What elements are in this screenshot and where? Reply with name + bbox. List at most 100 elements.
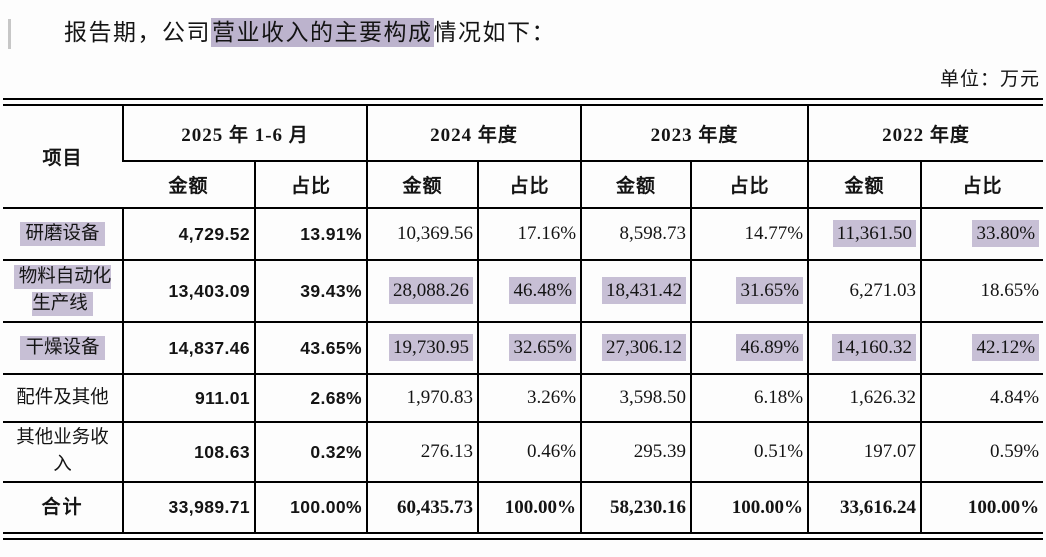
ratio-cell: 46.48% [477, 260, 582, 322]
ratio-cell: 32.65% [477, 322, 582, 374]
table-row: 物料自动化生产线 13,403.09 39.43% 28,088.26 46.48% 18… [3, 260, 1044, 322]
page-title: 报告期，公司营业收入的主要构成情况如下： [64, 13, 1046, 47]
ratio-cell: 14.77% [690, 208, 809, 260]
amount-cell: 4,729.52 [122, 208, 255, 260]
sub-header-1-amount: 金额 [366, 161, 479, 208]
amount-cell: 33,616.24 [807, 482, 922, 532]
highlighted-value: 28,088.26 [389, 277, 474, 304]
row-label: 合计 [41, 496, 84, 518]
table-row: 研磨设备 4,729.52 13.91% 10,369.56 17.16% 8,598.7… [3, 208, 1044, 260]
sub-header-3-ratio: 占比 [920, 161, 1044, 208]
highlighted-value: 11,361.50 [832, 220, 917, 247]
amount-cell: 11,361.50 [807, 208, 922, 260]
ratio-cell: 18.65% [920, 260, 1044, 322]
highlighted-value: 46.48% [509, 277, 577, 304]
ratio-cell: 3.26% [477, 374, 582, 422]
sub-header-3-amount: 金额 [807, 161, 922, 208]
amount-cell: 197.07 [807, 422, 922, 482]
amount-cell: 14,160.32 [807, 322, 922, 374]
page-edge-artifact [8, 19, 11, 49]
revenue-composition-table: 项目 2025 年 1-6 月 2024 年度 2023 年度 2022 年度 金额 占比金… [3, 106, 1044, 532]
ratio-cell: 0.59% [920, 422, 1044, 482]
ratio-cell: 13.91% [253, 208, 368, 260]
highlighted-value: 42.12% [972, 334, 1040, 361]
amount-cell: 108.63 [122, 422, 255, 482]
amount-cell: 8,598.73 [580, 208, 692, 260]
highlighted-value: 32.65% [509, 334, 577, 361]
ratio-cell: 0.51% [690, 422, 809, 482]
sub-header-0-ratio: 占比 [253, 161, 368, 208]
amount-cell: 1,626.32 [807, 374, 922, 422]
amount-cell: 19,730.95 [366, 322, 479, 374]
ratio-cell: 100.00% [690, 482, 809, 532]
col-group-header-1: 2024 年度 [366, 106, 582, 161]
ratio-cell: 42.12% [920, 322, 1044, 374]
amount-cell: 6,271.03 [807, 260, 922, 322]
highlighted-row-label: 研磨设备 [20, 221, 105, 246]
title-highlighted-text: 营业收入的主要构成 [211, 18, 434, 47]
table-header: 项目 2025 年 1-6 月 2024 年度 2023 年度 2022 年度 金额 占比金… [3, 106, 1044, 208]
ratio-cell: 43.65% [253, 322, 368, 374]
amount-cell: 58,230.16 [580, 482, 692, 532]
table-bottom-double-rule [3, 532, 1043, 540]
highlighted-value: 27,306.12 [602, 334, 687, 361]
ratio-cell: 17.16% [477, 208, 582, 260]
ratio-cell: 0.46% [477, 422, 582, 482]
highlighted-value: 33.80% [972, 220, 1040, 247]
highlighted-row-label: 干燥设备 [20, 335, 105, 360]
col-group-header-2: 2023 年度 [580, 106, 809, 161]
row-label: 干燥设备 [3, 322, 123, 374]
highlighted-value: 19,730.95 [389, 334, 474, 361]
amount-cell: 911.01 [122, 374, 255, 422]
ratio-cell: 2.68% [253, 374, 368, 422]
sub-header-0-amount: 金额 [168, 176, 209, 197]
col-group-header-0: 2025 年 1-6 月 [121, 106, 368, 161]
ratio-cell: 46.89% [690, 322, 809, 374]
row-label: 研磨设备 [3, 208, 123, 260]
sub-header-1-ratio: 占比 [477, 161, 582, 208]
title-suffix: 情况如下： [433, 20, 556, 45]
ratio-cell: 33.80% [920, 208, 1044, 260]
ratio-cell: 100.00% [477, 482, 582, 532]
sub-header-2-amount: 金额 [580, 161, 692, 208]
amount-cell: 295.39 [580, 422, 692, 482]
ratio-cell: 39.43% [253, 260, 368, 322]
ratio-cell: 0.32% [253, 422, 368, 482]
amount-cell: 276.13 [366, 422, 479, 482]
table-row: 合计 33,989.71 100.00% 60,435.73 100.00% 58,230… [3, 482, 1044, 532]
highlighted-value: 46.89% [736, 334, 804, 361]
amount-cell: 33,989.71 [122, 482, 255, 532]
unit-label: 单位：万元 [939, 69, 1040, 90]
amount-cell: 60,435.73 [366, 482, 479, 532]
highlighted-row-label: 物料自动化生产线 [13, 265, 112, 316]
ratio-cell: 6.18% [690, 374, 809, 422]
amount-cell: 27,306.12 [580, 322, 692, 374]
ratio-cell: 4.84% [920, 374, 1044, 422]
amount-cell: 10,369.56 [366, 208, 479, 260]
amount-cell: 13,403.09 [122, 260, 255, 322]
table-top-double-rule [3, 98, 1043, 106]
amount-cell: 14,837.46 [122, 322, 255, 374]
document-page: 报告期，公司营业收入的主要构成情况如下： 单位：万元 项目 2025 年 1-6 … [0, 13, 1046, 557]
amount-cell: 3,598.50 [580, 374, 692, 422]
table-row: 其他业务收入 108.63 0.32% 276.13 0.46% 295.39 0.51% 1… [3, 422, 1044, 482]
highlighted-value: 14,160.32 [832, 334, 917, 361]
col-header-item: 项目 [42, 148, 83, 169]
highlighted-value: 31.65% [736, 277, 804, 304]
row-label: 物料自动化生产线 [3, 260, 123, 322]
amount-cell: 1,970.83 [366, 374, 479, 422]
table-row: 干燥设备 14,837.46 43.65% 19,730.95 32.65% 27,306… [3, 322, 1044, 374]
table-body: 研磨设备 4,729.52 13.91% 10,369.56 17.16% 8,598.7… [3, 208, 1044, 532]
table-row: 配件及其他 911.01 2.68% 1,970.83 3.26% 3,598.50 6.1… [3, 374, 1044, 422]
sub-header-2-ratio: 占比 [690, 161, 809, 208]
row-label: 其他业务收入 [16, 428, 109, 475]
highlighted-value: 18,431.42 [602, 277, 687, 304]
title-prefix: 报告期，公司 [64, 20, 211, 45]
ratio-cell: 100.00% [920, 482, 1044, 532]
row-label: 配件及其他 [16, 387, 109, 408]
amount-cell: 18,431.42 [580, 260, 692, 322]
ratio-cell: 31.65% [690, 260, 809, 322]
ratio-cell: 100.00% [253, 482, 368, 532]
col-group-header-3: 2022 年度 [807, 106, 1044, 161]
amount-cell: 28,088.26 [366, 260, 479, 322]
